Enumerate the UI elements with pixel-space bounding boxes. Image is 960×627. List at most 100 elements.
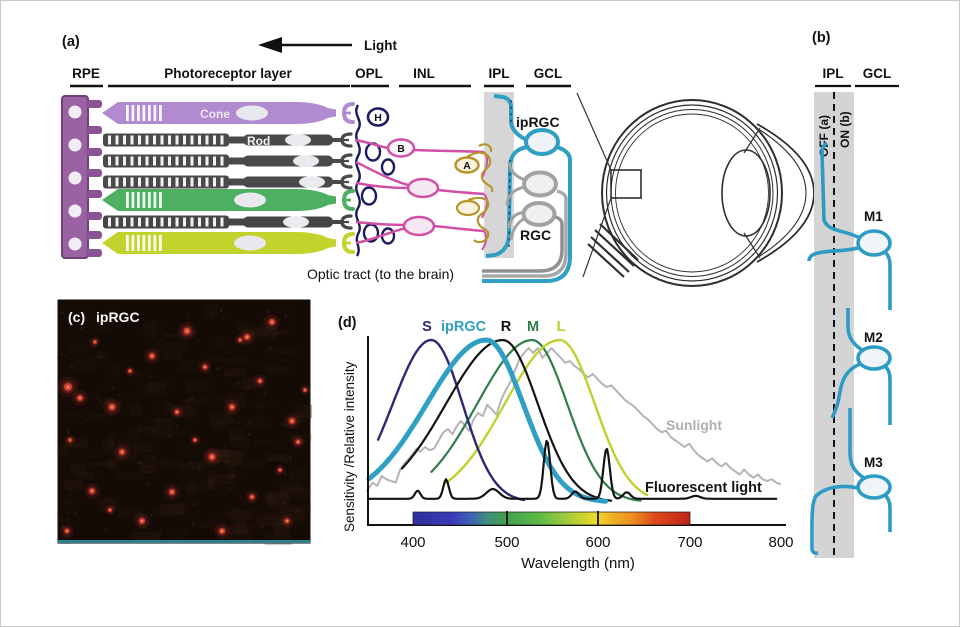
tissue-texture: [114, 456, 131, 461]
tissue-texture: [252, 440, 276, 446]
micrograph: [57, 299, 311, 544]
iprgc-soma-core: [258, 379, 262, 383]
rpe-nuclei: [68, 105, 82, 251]
tissue-texture: [227, 530, 253, 542]
rod-disc-stripe: [205, 217, 209, 227]
rod-disc-stripe: [190, 177, 194, 187]
tissue-speck: [121, 445, 124, 448]
layer-label-gcl: GCL: [534, 66, 563, 81]
tissue-speck: [189, 325, 192, 328]
h-marker-label: H: [374, 112, 382, 124]
tissue-texture: [280, 421, 289, 428]
rod-disc-stripe: [108, 217, 111, 227]
rod-disc-stripe: [153, 177, 156, 187]
iprgc-soma-core: [69, 439, 71, 441]
iprgc-soma-core: [94, 341, 96, 343]
rpe-teeth: [86, 100, 102, 257]
tissue-speck: [231, 475, 234, 478]
tissue-speck: [101, 357, 103, 360]
rod-inner-segment: [243, 155, 333, 167]
rod-disc-stripe: [183, 177, 186, 187]
tissue-speck: [263, 317, 267, 321]
tissue-speck: [79, 324, 82, 327]
iprgc-soma-core: [170, 490, 174, 494]
rod-connecting-cilium: [227, 178, 245, 186]
tissue-speck: [71, 364, 74, 368]
cone-disc-stripe: [153, 235, 157, 251]
tissue-texture: [259, 322, 273, 333]
rod-disc-stripe: [190, 217, 194, 227]
cone-nucleus: [236, 105, 268, 121]
cone-label: Cone: [200, 107, 230, 121]
panel-d: (d) Sensitivity /Relative intensity 400 …: [338, 315, 794, 572]
tissue-texture: [129, 402, 142, 416]
tissue-texture: [102, 497, 116, 512]
rod-disc-stripe: [175, 177, 179, 187]
rod-disc-stripe: [190, 156, 194, 166]
tissue-speck: [192, 502, 197, 507]
iprgc-soma-core: [90, 489, 94, 493]
tissue-texture: [118, 507, 144, 519]
tissue-texture: [224, 511, 235, 518]
tissue-speck: [73, 511, 77, 515]
tissue-speck: [111, 386, 116, 390]
eye-schematic: [576, 92, 815, 287]
tissue-texture: [132, 531, 161, 542]
horizontal-cell-marker: H: [366, 107, 390, 127]
tissue-speck: [239, 395, 242, 398]
tissue-speck: [288, 456, 293, 460]
rod-disc-stripe: [115, 217, 119, 227]
tissue-texture: [226, 393, 246, 407]
iprgc-soma-core: [290, 419, 294, 423]
tissue-speck: [190, 461, 194, 466]
tissue-texture: [79, 450, 95, 459]
iprgc-soma-core: [185, 329, 189, 333]
rod-connecting-cilium: [227, 136, 245, 144]
tissue-speck: [198, 519, 200, 521]
iprgc-soma-core: [109, 509, 111, 511]
iprgc-soma-core: [66, 385, 70, 389]
cone-disc-stripe: [148, 192, 151, 208]
tissue-texture: [179, 462, 206, 471]
tissue-speck: [66, 510, 70, 514]
tissue-speck: [296, 508, 300, 513]
cone-disc-stripe: [153, 192, 157, 208]
rod-axon: [331, 220, 343, 224]
tissue-texture: [143, 382, 154, 394]
cone-disc-stripe: [142, 192, 146, 208]
tissue-texture: [88, 414, 107, 419]
tissue-speck: [216, 460, 220, 464]
tissue-texture: [189, 396, 209, 405]
cone-disc-stripe: [137, 105, 140, 121]
tissue-texture: [207, 473, 234, 484]
rgc-cells: [505, 161, 558, 241]
tissue-texture: [265, 454, 293, 462]
layer-label-rpe: RPE: [72, 66, 100, 81]
iprgc-soma-core: [120, 450, 124, 454]
tissue-texture: [60, 533, 72, 544]
y-axis-label: Sensitivity /Relative intensity: [342, 361, 357, 532]
tissue-speck: [284, 314, 288, 318]
tissue-speck: [109, 314, 112, 318]
iprgc-soma-core: [78, 396, 82, 400]
m2-cell: [830, 308, 892, 425]
tissue-texture: [117, 471, 143, 480]
tissue-texture: [225, 343, 235, 354]
tissue-texture: [279, 483, 303, 492]
tissue-speck: [273, 405, 276, 408]
tissue-speck: [60, 311, 64, 315]
tissue-texture: [58, 516, 71, 523]
rod-disc-stripe: [160, 135, 164, 145]
tissue-texture: [185, 379, 209, 391]
rod-disc-stripe: [168, 156, 171, 166]
tissue-texture: [165, 403, 173, 414]
tissue-texture: [223, 358, 249, 365]
tissue-texture: [230, 509, 252, 521]
tissue-speck: [188, 409, 191, 411]
rod-disc-stripe: [153, 156, 156, 166]
cone-disc-stripe: [159, 235, 162, 251]
tissue-texture: [278, 349, 299, 355]
rod-disc-stripe: [198, 217, 201, 227]
tissue-speck: [134, 393, 137, 396]
tissue-texture: [279, 303, 288, 312]
